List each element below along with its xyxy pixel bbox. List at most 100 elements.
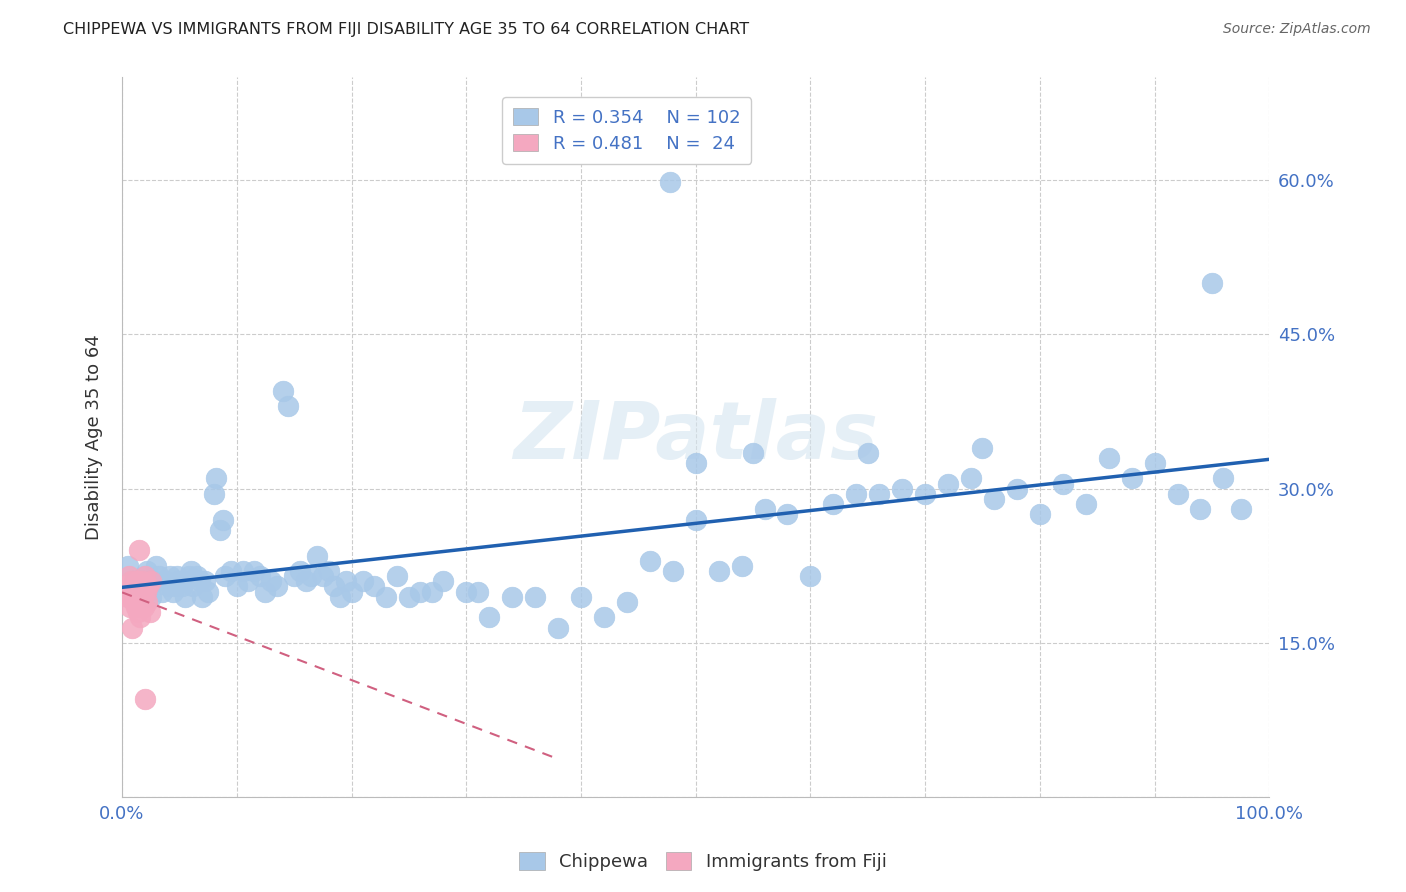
Point bbox=[478, 610, 501, 624]
Point bbox=[124, 590, 146, 604]
Point bbox=[131, 590, 153, 604]
Point bbox=[156, 579, 179, 593]
Point bbox=[143, 574, 166, 589]
Point bbox=[132, 599, 155, 614]
Point bbox=[121, 620, 143, 634]
Point bbox=[661, 564, 683, 578]
Point bbox=[730, 558, 752, 573]
Point bbox=[125, 574, 148, 589]
Text: CHIPPEWA VS IMMIGRANTS FROM FIJI DISABILITY AGE 35 TO 64 CORRELATION CHART: CHIPPEWA VS IMMIGRANTS FROM FIJI DISABIL… bbox=[63, 22, 749, 37]
Point bbox=[288, 564, 311, 578]
Point bbox=[569, 590, 592, 604]
Point bbox=[323, 579, 346, 593]
Point bbox=[799, 569, 821, 583]
Point bbox=[420, 584, 443, 599]
Point bbox=[128, 579, 150, 593]
Point bbox=[169, 574, 191, 589]
Text: Source: ZipAtlas.com: Source: ZipAtlas.com bbox=[1223, 22, 1371, 37]
Point bbox=[128, 543, 150, 558]
Point bbox=[205, 471, 228, 485]
Point bbox=[136, 564, 159, 578]
Point bbox=[166, 569, 188, 583]
Point bbox=[983, 491, 1005, 506]
Point bbox=[960, 471, 983, 485]
Point bbox=[754, 502, 776, 516]
Point bbox=[120, 574, 142, 589]
Point bbox=[136, 595, 159, 609]
Point bbox=[186, 569, 208, 583]
Point bbox=[125, 599, 148, 614]
Point bbox=[254, 584, 277, 599]
Point bbox=[1074, 497, 1097, 511]
Point bbox=[329, 590, 352, 604]
Point bbox=[868, 487, 890, 501]
Point bbox=[118, 569, 141, 583]
Point bbox=[936, 476, 959, 491]
Point bbox=[134, 569, 156, 583]
Text: ZIPatlas: ZIPatlas bbox=[513, 399, 879, 476]
Point bbox=[1098, 450, 1121, 465]
Point bbox=[547, 620, 569, 634]
Point bbox=[685, 512, 707, 526]
Point bbox=[225, 579, 247, 593]
Point bbox=[148, 569, 170, 583]
Point bbox=[155, 574, 177, 589]
Point bbox=[467, 584, 489, 599]
Point bbox=[162, 584, 184, 599]
Point bbox=[197, 584, 219, 599]
Point bbox=[139, 574, 162, 589]
Point bbox=[593, 610, 616, 624]
Point bbox=[231, 564, 253, 578]
Point bbox=[299, 569, 322, 583]
Y-axis label: Disability Age 35 to 64: Disability Age 35 to 64 bbox=[86, 334, 103, 541]
Point bbox=[212, 512, 235, 526]
Point bbox=[202, 487, 225, 501]
Point bbox=[266, 579, 288, 593]
Point bbox=[823, 497, 845, 511]
Point bbox=[150, 584, 173, 599]
Point bbox=[972, 441, 994, 455]
Point bbox=[129, 610, 152, 624]
Point bbox=[122, 574, 145, 589]
Point bbox=[432, 574, 454, 589]
Point bbox=[127, 605, 149, 619]
Point bbox=[135, 584, 157, 599]
Point bbox=[856, 446, 879, 460]
Point bbox=[387, 569, 409, 583]
Point bbox=[219, 564, 242, 578]
Point bbox=[307, 549, 329, 563]
Point bbox=[194, 574, 217, 589]
Point bbox=[294, 574, 316, 589]
Point bbox=[283, 569, 305, 583]
Point bbox=[409, 584, 432, 599]
Point bbox=[277, 400, 299, 414]
Point bbox=[1212, 471, 1234, 485]
Point bbox=[616, 595, 638, 609]
Point bbox=[335, 574, 357, 589]
Point bbox=[1005, 482, 1028, 496]
Point bbox=[174, 590, 197, 604]
Point bbox=[776, 508, 799, 522]
Point bbox=[363, 579, 385, 593]
Point bbox=[139, 590, 162, 604]
Point bbox=[180, 564, 202, 578]
Point bbox=[340, 584, 363, 599]
Point bbox=[114, 584, 136, 599]
Point bbox=[117, 558, 139, 573]
Point bbox=[845, 487, 868, 501]
Point bbox=[312, 569, 335, 583]
Point bbox=[659, 175, 682, 189]
Point bbox=[238, 574, 260, 589]
Point bbox=[707, 564, 730, 578]
Point bbox=[638, 554, 661, 568]
Point bbox=[134, 692, 156, 706]
Point bbox=[891, 482, 914, 496]
Legend: Chippewa, Immigrants from Fiji: Chippewa, Immigrants from Fiji bbox=[512, 846, 894, 879]
Point bbox=[138, 605, 160, 619]
Point bbox=[243, 564, 266, 578]
Point bbox=[1143, 456, 1166, 470]
Point bbox=[163, 579, 186, 593]
Point bbox=[742, 446, 765, 460]
Point bbox=[1166, 487, 1188, 501]
Point bbox=[352, 574, 374, 589]
